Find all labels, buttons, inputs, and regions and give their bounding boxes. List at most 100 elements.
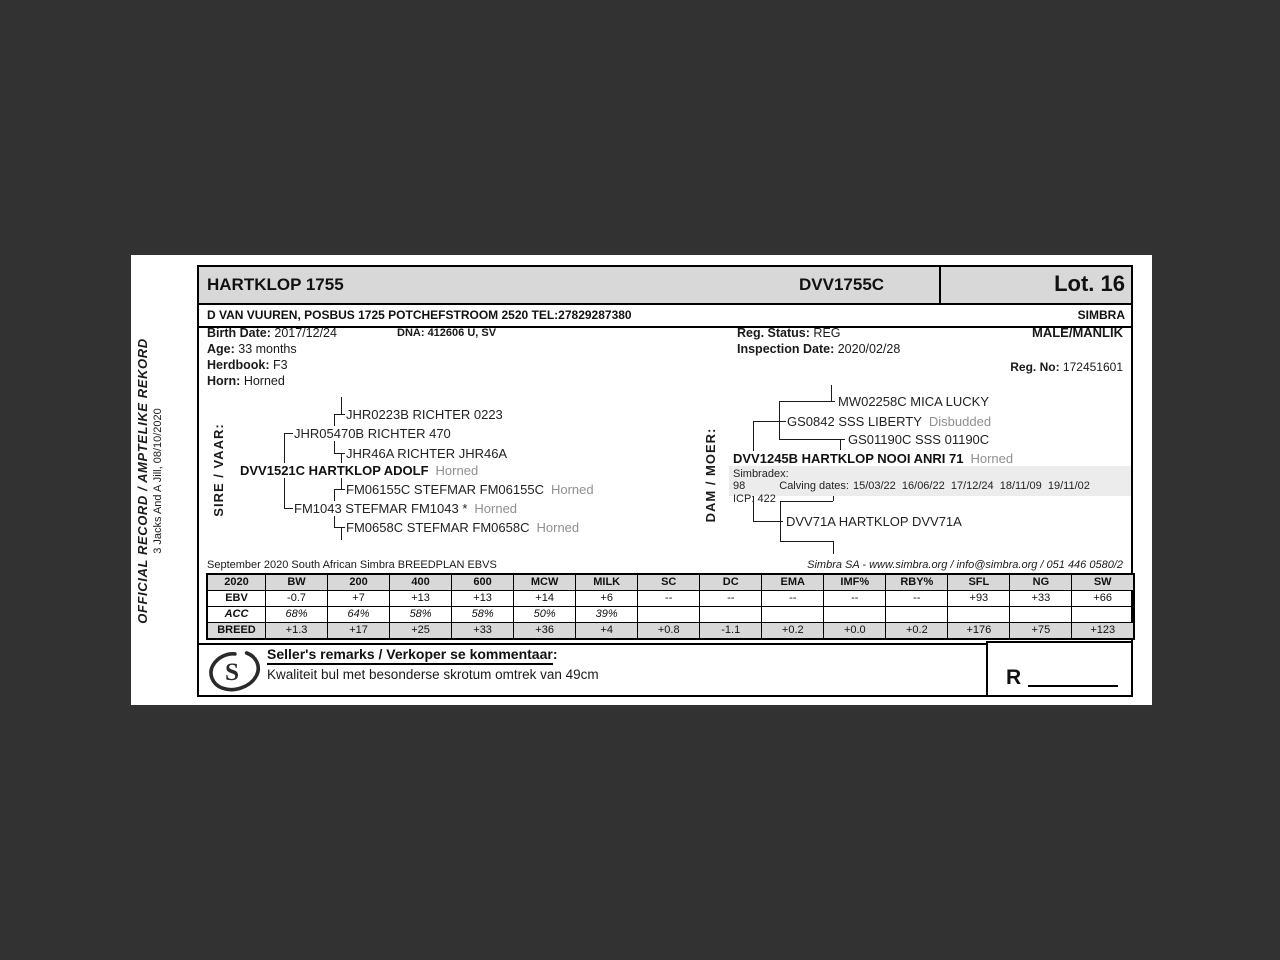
pedigree-connector	[831, 385, 832, 401]
price-box: R	[986, 641, 1131, 695]
pedigree-connector	[341, 453, 342, 465]
pedigree-node-sire-mm: FM0658C STEFMAR FM0658C Horned	[345, 520, 583, 535]
ebv-col-header-sfl: SFL	[947, 573, 1011, 591]
reg-status-value: REG	[813, 326, 841, 340]
ebv-col-header-sc: SC	[637, 573, 701, 591]
ebv-col-header-ema: EMA	[761, 573, 825, 591]
remarks-text: Kwaliteit bul met besonderse skrotum omt…	[267, 667, 599, 682]
ebv-cell-ebv-imf%: --	[823, 590, 887, 607]
official-record-label: OFFICIAL RECORD / AMPTELIKE REKORD	[135, 338, 150, 624]
remarks-title: Seller's remarks / Verkoper se kommentaa…	[267, 646, 558, 665]
price-fill-line	[1028, 669, 1119, 687]
svg-text:S: S	[225, 659, 239, 686]
birth-date-field: Birth Date: 2017/12/24	[207, 325, 337, 341]
ebv-cell-breed-200: +17	[327, 622, 391, 640]
pedigree-connector	[780, 541, 833, 542]
ebv-col-header-sw: SW	[1071, 573, 1135, 591]
ebv-cell-breed-ema: +0.2	[761, 622, 825, 640]
pedigree-node-sire: DVV1521C HARTKLOP ADOLF Horned	[239, 463, 482, 478]
ebv-cell-acc-600: 58%	[451, 606, 515, 623]
ebv-cell-ebv-ng: +33	[1009, 590, 1073, 607]
ebv-cell-breed-imf%: +0.0	[823, 622, 887, 640]
ebv-header-row: 2020 BW 200 400 600 MCW MILK SC DC EMA IMF% RBY% SFL…	[206, 573, 1135, 591]
ebv-cell-acc-200: 64%	[327, 606, 391, 623]
ebv-row-ebv: EBV -0.7 +7 +13 +13 +14 +6 -- -- -- -- -- +93 +33 +66	[206, 590, 1135, 607]
ebv-cell-acc-dc	[699, 606, 763, 623]
reg-no-field: Reg. No: 172451601	[1010, 359, 1123, 375]
calving-dates-values: 15/03/22 16/06/22 17/12/24 18/11/09 19/1…	[852, 480, 1090, 492]
ebv-cell-acc-400: 58%	[389, 606, 453, 623]
breed-label: SIMBRA	[1077, 308, 1125, 322]
ebv-row-label-acc: ACC	[206, 606, 266, 623]
ebv-cell-breed-sc: +0.8	[637, 622, 701, 640]
ebv-cell-ebv-ema: --	[761, 590, 825, 607]
owner-contact: D VAN VUUREN, POSBUS 1725 POTCHEFSTROOM …	[207, 308, 632, 322]
ebv-cell-ebv-sc: --	[637, 590, 701, 607]
ebv-table: 2020 BW 200 400 600 MCW MILK SC DC EMA IMF% RBY% SFL…	[206, 573, 1135, 640]
herdbook-value: F3	[272, 358, 288, 372]
owner-row: D VAN VUUREN, POSBUS 1725 POTCHEFSTROOM …	[199, 305, 1131, 328]
simbra-s-logo-icon: S	[209, 651, 261, 692]
pedigree-connector	[341, 527, 342, 540]
ebv-cell-breed-ng: +75	[1009, 622, 1073, 640]
icp-value: 422	[757, 493, 776, 505]
horn-value: Horned	[243, 374, 285, 388]
ebv-cell-breed-mcw: +36	[513, 622, 577, 640]
ebv-col-header-200: 200	[327, 573, 391, 591]
inspection-date-label: Inspection Date:	[737, 342, 835, 356]
currency-symbol: R	[1006, 666, 1022, 689]
animal-name: HARTKLOP 1755	[207, 275, 344, 294]
ebv-cell-acc-mcw: 50%	[513, 606, 577, 623]
ebv-cell-acc-rby%	[885, 606, 949, 623]
ebv-cell-acc-ng	[1009, 606, 1073, 623]
ebv-cell-acc-ema	[761, 606, 825, 623]
ebv-cell-breed-600: +33	[451, 622, 515, 640]
age-label: Age:	[207, 342, 235, 356]
ebv-col-header-400: 400	[389, 573, 453, 591]
horn-label: Horn:	[207, 374, 241, 388]
simbra-contact-caption: Simbra SA - www.simbra.org / info@simbra…	[807, 559, 1123, 571]
breedplan-caption: September 2020 South African Simbra BREE…	[207, 559, 497, 571]
section-divider	[199, 643, 990, 645]
ebv-cell-acc-sc	[637, 606, 701, 623]
pedigree-connector	[284, 433, 295, 434]
lot-cell: Lot. 16	[939, 267, 1131, 303]
herdbook-label: Herdbook:	[207, 358, 270, 372]
side-label: OFFICIAL RECORD / AMPTELIKE REKORD 3 Jac…	[131, 265, 195, 697]
pedigree-connector	[334, 489, 347, 490]
reg-no-label: Reg. No:	[1010, 360, 1060, 374]
dam-stats-line1: Simbradex: 98 Calving dates: 15/03/22 16/0…	[733, 468, 1131, 492]
ebv-col-header-milk: MILK	[575, 573, 639, 591]
ebv-cell-acc-bw: 68%	[264, 606, 329, 623]
ebv-col-header-600: 600	[451, 573, 515, 591]
ebv-cell-ebv-sw: +66	[1071, 590, 1135, 607]
ebv-col-header-imf%: IMF%	[823, 573, 887, 591]
dam-section-label: DAM / MOER:	[703, 427, 718, 523]
ebv-row-acc: ACC 68% 64% 58% 58% 50% 39%	[206, 606, 1135, 623]
age-field: Age: 33 months	[207, 341, 297, 357]
ebv-col-header-ng: NG	[1009, 573, 1073, 591]
pedigree-node-dam-ff: MW02258C MICA LUCKY	[837, 394, 992, 409]
pedigree-connector	[779, 401, 780, 439]
ebv-cell-ebv-mcw: +14	[513, 590, 577, 607]
pedigree-connector	[341, 397, 342, 414]
pedigree-connector	[341, 474, 342, 489]
ebv-row-breed: BREED +1.3 +17 +25 +33 +36 +4 +0.8 -1.1 +0.2 +0.0 +…	[206, 622, 1135, 640]
ebv-cell-ebv-sfl: +93	[947, 590, 1011, 607]
ebv-cell-breed-sw: +123	[1071, 622, 1135, 640]
pedigree-connector	[753, 421, 786, 422]
ebv-cell-breed-400: +25	[389, 622, 453, 640]
ebv-col-header-2020: 2020	[206, 573, 266, 591]
icp-label: ICP:	[733, 493, 755, 505]
pedigree-node-sire-mf: FM06155C STEFMAR FM06155C Horned	[345, 482, 597, 497]
ebv-cell-ebv-400: +13	[389, 590, 453, 607]
ebv-col-header-dc: DC	[699, 573, 763, 591]
ebv-col-header-bw: BW	[264, 573, 329, 591]
reg-status-label: Reg. Status:	[737, 326, 810, 340]
reg-no-value: 172451601	[1062, 360, 1123, 374]
ebv-cell-ebv-dc: --	[699, 590, 763, 607]
ebv-cell-acc-sw	[1071, 606, 1135, 623]
pedigree-node-sire-mother: FM1043 STEFMAR FM1043 * Horned	[293, 501, 521, 516]
dna-field: DNA: 412606 U, SV	[397, 325, 496, 341]
